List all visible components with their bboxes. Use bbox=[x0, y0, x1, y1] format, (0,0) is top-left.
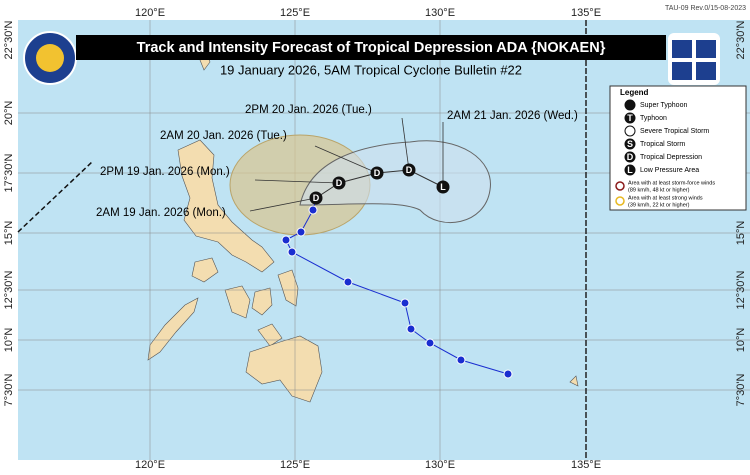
forecast-symbol bbox=[309, 191, 323, 205]
latitude-label: 22°30'N bbox=[735, 20, 747, 59]
legend-wind-label: Area with at least strong winds bbox=[628, 195, 703, 201]
latitude-label: 15°N bbox=[3, 221, 15, 246]
longitude-label: 125°E bbox=[280, 459, 310, 470]
forecast-symbol bbox=[402, 163, 416, 177]
latitude-label: 15°N bbox=[735, 221, 747, 246]
forecast-symbol bbox=[370, 166, 384, 180]
latitude-label: 22°30'N bbox=[3, 20, 15, 59]
forecast-label: 2AM 21 Jan. 2026 (Wed.) bbox=[447, 110, 578, 122]
legend-label: Low Pressure Area bbox=[640, 167, 699, 174]
leader-line bbox=[314, 145, 378, 174]
legend-symbol bbox=[624, 112, 636, 124]
legend-symbol-letter: D bbox=[627, 152, 634, 162]
longitude-label: 135°E bbox=[571, 459, 601, 470]
legend-symbol bbox=[624, 125, 636, 137]
longitude-label: 125°E bbox=[280, 7, 310, 19]
legend-label: Severe Tropical Storm bbox=[640, 128, 709, 135]
legend-symbol-letter: T bbox=[627, 113, 633, 123]
track-points bbox=[281, 205, 513, 379]
legend-label: Tropical Storm bbox=[640, 141, 685, 148]
leader-line bbox=[249, 197, 317, 212]
logo bbox=[672, 40, 716, 80]
longitude-label: 130°E bbox=[425, 7, 455, 19]
legend-wind-label: (39 km/h, 22 kt or higher) bbox=[628, 202, 690, 208]
longitude-label: 120°E bbox=[135, 459, 165, 470]
forecast-symbol bbox=[332, 176, 346, 190]
legend: Super Typhoon T Typhoon Severe Tropical Sto… bbox=[615, 99, 715, 208]
forecast-symbol bbox=[436, 180, 450, 194]
legend-label: Super Typhoon bbox=[640, 102, 687, 109]
leader-line bbox=[254, 179, 340, 184]
forecast-points: D 2AM 19 Jan. 2026 (Mon.) D 2PM 19 Jan. 202… bbox=[96, 104, 578, 219]
legend-symbol bbox=[624, 151, 636, 163]
latitude-label: 7°30'N bbox=[3, 374, 15, 407]
legend-wind-label: (89 km/h, 48 kt or higher) bbox=[628, 187, 690, 193]
latitude-label: 17°30'N bbox=[3, 153, 15, 192]
forecast-label: 2PM 19 Jan. 2026 (Mon.) bbox=[100, 166, 230, 178]
legend-symbol-letter: S bbox=[627, 139, 633, 149]
latitude-label: 10°N bbox=[735, 328, 747, 353]
longitude-label: 130°E bbox=[425, 459, 455, 470]
form-code: TAU-09 Rev.0/15-08-2023 bbox=[665, 5, 746, 12]
legend-label: Tropical Depression bbox=[640, 154, 702, 161]
longitude-label: 135°E bbox=[571, 7, 601, 19]
leader-line bbox=[401, 117, 410, 171]
legend-label: Typhoon bbox=[640, 115, 667, 122]
logo bbox=[36, 44, 64, 72]
latitude-label: 10°N bbox=[3, 328, 15, 353]
forecast-symbol-letter: D bbox=[336, 178, 343, 188]
forecast-label: 2PM 20 Jan. 2026 (Tue.) bbox=[245, 104, 372, 116]
legend-wind-symbol bbox=[615, 196, 625, 206]
legend-symbol-letter: L bbox=[627, 165, 633, 175]
forecast-symbol-letter: D bbox=[313, 193, 320, 203]
legend-symbol bbox=[624, 138, 636, 150]
par-boundary bbox=[17, 161, 93, 233]
forecast-label: 2AM 19 Jan. 2026 (Mon.) bbox=[96, 207, 226, 219]
forecast-symbol-letter: L bbox=[440, 182, 446, 192]
forecast-symbol-letter: D bbox=[374, 168, 381, 178]
title-bar bbox=[76, 35, 666, 60]
forecast-symbol-letter: D bbox=[406, 165, 413, 175]
forecast-label: 2AM 20 Jan. 2026 (Tue.) bbox=[160, 130, 287, 142]
latitude-label: 7°30'N bbox=[735, 374, 747, 407]
legend-symbol bbox=[624, 164, 636, 176]
subtitle: 19 January 2026, 5AM Tropical Cyclone Bu… bbox=[220, 62, 522, 77]
legend-wind-symbol bbox=[615, 181, 625, 191]
latitude-label: 12°30'N bbox=[3, 270, 15, 309]
title: Track and Intensity Forecast of Tropical… bbox=[137, 40, 606, 56]
longitude-label: 120°E bbox=[135, 7, 165, 19]
latitude-label: 20°N bbox=[3, 101, 15, 126]
legend-symbol bbox=[624, 99, 636, 111]
latitude-label: 12°30'N bbox=[735, 270, 747, 309]
legend-wind-label: Area with at least storm-force winds bbox=[628, 180, 715, 186]
legend-title: Legend bbox=[620, 88, 649, 97]
